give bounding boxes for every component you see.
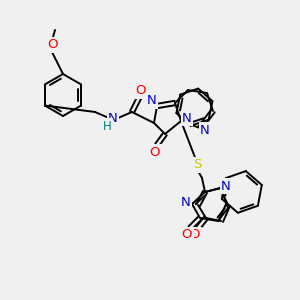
Text: N: N (181, 196, 191, 209)
Text: O: O (150, 146, 160, 158)
Text: N: N (221, 179, 231, 193)
Text: N: N (182, 112, 192, 124)
Text: N: N (108, 112, 118, 125)
Text: N: N (147, 94, 157, 107)
Text: N: N (200, 124, 210, 136)
Text: O: O (182, 229, 192, 242)
Text: S: S (193, 158, 201, 172)
Text: H: H (103, 119, 111, 133)
Text: O: O (47, 38, 57, 52)
Text: O: O (190, 229, 200, 242)
Text: O: O (135, 85, 145, 98)
